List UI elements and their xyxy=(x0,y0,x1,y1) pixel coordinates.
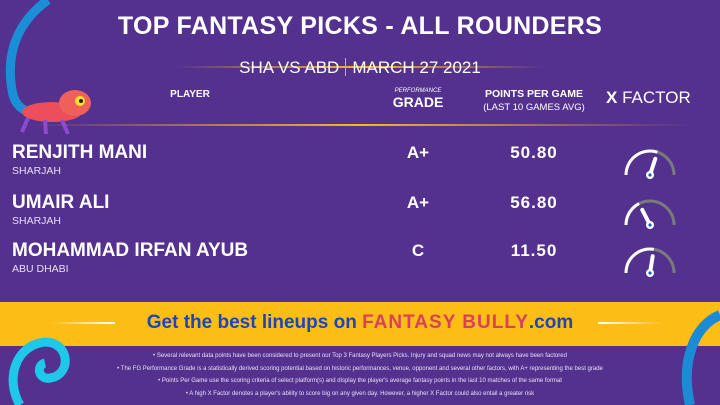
footnote-text: The FG Performance Grade is a statistica… xyxy=(120,365,603,372)
grade-label-small: PERFORMANCE xyxy=(394,88,442,94)
footnote-text: Points Per Game use the scoring criteria… xyxy=(161,378,562,384)
ppg-label: POINTS PER GAME xyxy=(484,88,583,100)
player-name: RENJITH MANI xyxy=(12,142,148,163)
swirl-decoration-right xyxy=(681,310,720,405)
footnote-text: Several relevant data points have been c… xyxy=(156,353,567,359)
brand-suffix: .com xyxy=(528,312,574,333)
banner-line-right xyxy=(598,322,663,324)
match-teams: SHA VS ABD xyxy=(239,58,340,77)
footnote-text: A high X Factor denotes a player's abili… xyxy=(189,390,535,397)
page-title: TOP FANTASY PICKS - ALL ROUNDERS xyxy=(117,12,603,40)
xfactor-gauge-icon xyxy=(624,247,676,277)
separator xyxy=(345,58,347,76)
player-grade: A+ xyxy=(406,193,430,212)
player-grade: A+ xyxy=(406,143,430,162)
player-ppg: 11.50 xyxy=(510,241,558,260)
footnote: • Several relevant data points have been… xyxy=(153,353,567,359)
cta-text: Get the best lineups on xyxy=(146,312,357,333)
player-team: ABU DHABI xyxy=(12,263,69,275)
xfactor-x: X xyxy=(606,88,618,107)
cta-link[interactable]: Get the best lineups on FANTASY BULLY.co… xyxy=(0,312,720,334)
player-team: SHARJAH xyxy=(12,165,62,177)
grade-label: GRADE xyxy=(392,94,444,110)
col-player: PLAYER xyxy=(170,89,210,100)
banner-line-left xyxy=(50,322,115,324)
col-grade: PERFORMANCE GRADE xyxy=(388,88,448,110)
cta-banner xyxy=(0,302,720,346)
xfactor-gauge-icon xyxy=(624,199,676,229)
chameleon-logo xyxy=(5,0,91,135)
player-team: SHARJAH xyxy=(12,215,62,227)
brand-name: FANTASY BULLY xyxy=(362,312,529,333)
divider xyxy=(175,66,545,68)
player-name: UMAIR ALI xyxy=(12,192,110,213)
player-name: MOHAMMAD IRFAN AYUB xyxy=(12,240,249,261)
footnote: • Points Per Game use the scoring criter… xyxy=(158,378,562,384)
col-xfactor: X FACTOR xyxy=(606,88,691,108)
ppg-sublabel: (LAST 10 GAMES AVG) xyxy=(483,102,585,113)
player-grade: C xyxy=(411,241,425,260)
xfactor-label: FACTOR xyxy=(622,88,691,107)
match-date: MARCH 27 2021 xyxy=(352,58,481,77)
footnote: • A high X Factor denotes a player's abi… xyxy=(185,390,535,397)
divider xyxy=(30,124,690,126)
swirl-decoration-left xyxy=(8,337,70,405)
player-ppg: 50.80 xyxy=(510,143,558,162)
footnote: • The FG Performance Grade is a statisti… xyxy=(117,365,603,372)
col-ppg: POINTS PER GAME (LAST 10 GAMES AVG) xyxy=(475,88,593,113)
player-ppg: 56.80 xyxy=(510,193,558,212)
xfactor-gauge-icon xyxy=(624,149,676,179)
match-info: SHA VS ABD MARCH 27 2021 xyxy=(0,58,720,78)
